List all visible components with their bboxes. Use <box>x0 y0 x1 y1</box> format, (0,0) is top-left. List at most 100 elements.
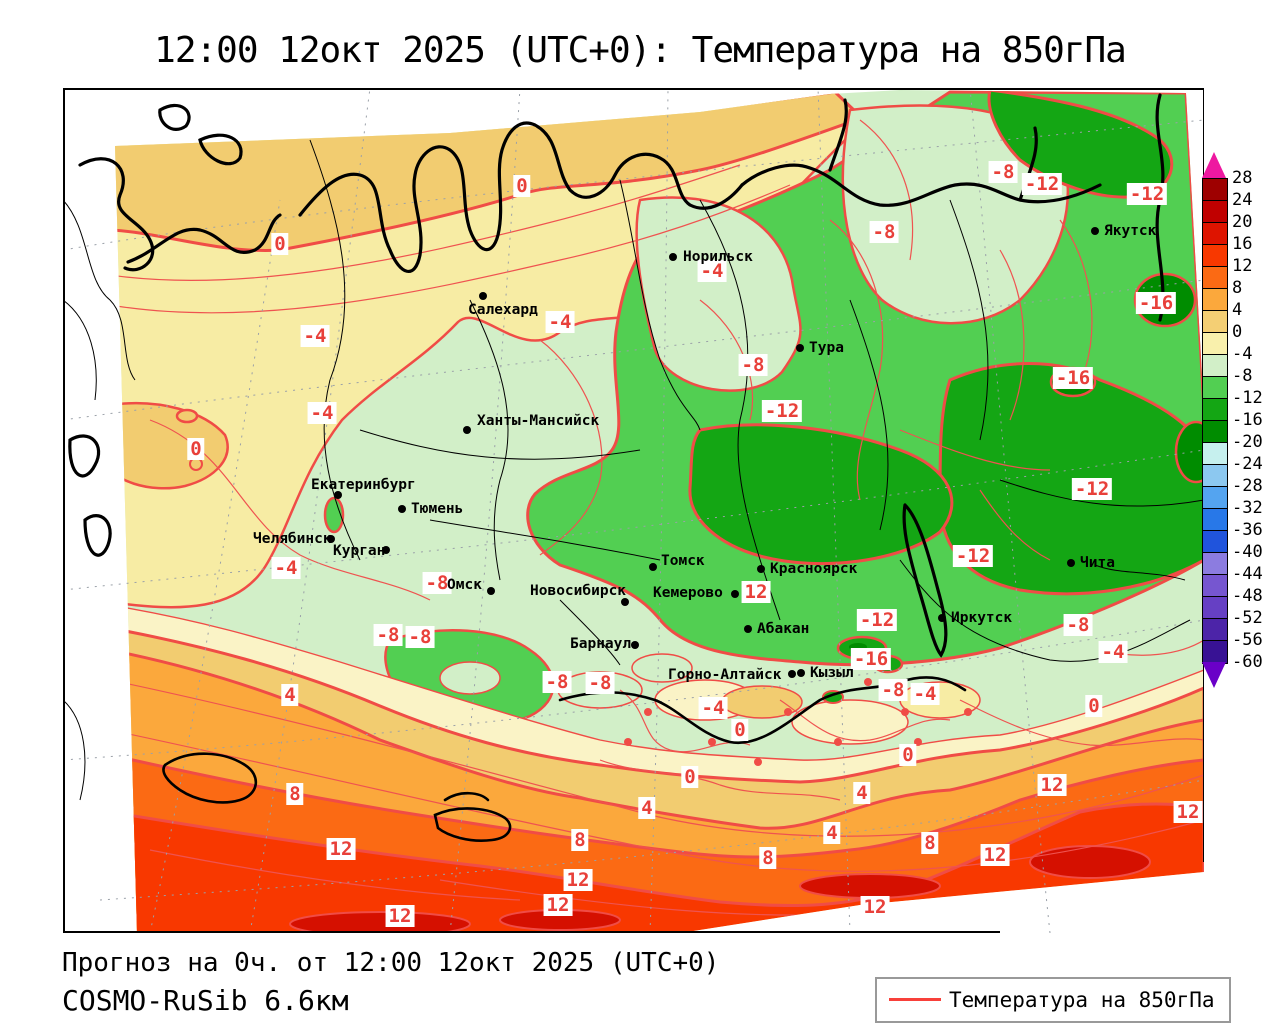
city-name: Томск <box>661 553 705 569</box>
contour-value-label: -8 <box>585 672 615 694</box>
city-name: Тюмень <box>411 501 464 517</box>
city-name: Тура <box>809 340 844 356</box>
city-dot <box>788 670 796 678</box>
contour-value-label: 0 <box>271 233 289 255</box>
contour-value-label: -16 <box>850 648 892 670</box>
colorbar-tick-label: 28 <box>1232 168 1253 188</box>
contour-value-label: 12 <box>860 896 890 918</box>
contour-value-label: -8 <box>738 354 768 376</box>
contour-value-label: -4 <box>698 697 728 719</box>
colorbar-band <box>1203 531 1227 553</box>
colorbar-band <box>1203 179 1227 201</box>
contour-value-label: 4 <box>638 797 656 819</box>
colorbar-tick-label: 8 <box>1232 278 1243 298</box>
colorbar-tick-label: -52 <box>1232 608 1263 628</box>
city-name: Новосибирск <box>530 583 627 599</box>
colorbar-tick-label: -20 <box>1232 432 1263 452</box>
city-dot <box>334 491 342 499</box>
colorbar-band <box>1203 597 1227 619</box>
city-dot <box>744 625 752 633</box>
colorbar-band <box>1203 245 1227 267</box>
city-dot <box>479 292 487 300</box>
contour-value-label: 0 <box>731 719 749 741</box>
colorbar-band <box>1203 377 1227 399</box>
city-dot <box>796 344 804 352</box>
city-name: Барнаул <box>570 636 632 652</box>
domain-cut <box>687 872 1204 933</box>
contour-value-label: -16 <box>1135 292 1177 314</box>
page-title: 12:00 12окт 2025 (UTC+0): Температура на… <box>154 30 1127 71</box>
colorbar-tick-label: -60 <box>1232 652 1263 672</box>
contour-value-label: 4 <box>823 822 841 844</box>
colorbar-band <box>1203 619 1227 641</box>
city-name: Салехард <box>468 302 538 318</box>
colorbar-tick-label: -8 <box>1232 366 1253 386</box>
city-dot <box>398 505 406 513</box>
contour-value-label: 0 <box>899 744 917 766</box>
legend-box: Температура на 850гПа <box>875 977 1231 1023</box>
contour-value-label: -8 <box>405 626 435 648</box>
contour-value-label: -12 <box>952 545 994 567</box>
colorbar-tick-label: 0 <box>1232 322 1243 342</box>
contour-value-label: -12 <box>1126 183 1168 205</box>
contour-value-label: -8 <box>1063 614 1093 636</box>
contour-value-label: 0 <box>513 175 531 197</box>
colorbar-tick-label: 20 <box>1232 212 1253 232</box>
contour-value-label: 12 <box>326 838 356 860</box>
contour-value-label: -8 <box>869 221 899 243</box>
contour-value-label: 12 <box>543 894 573 916</box>
city-name: Горно-Алтайск <box>668 667 782 683</box>
coastlines <box>68 93 1165 658</box>
city-name: Кемерово <box>653 585 723 601</box>
colorbar-band <box>1203 399 1227 421</box>
contour-value-label: 12 <box>563 869 593 891</box>
city-dot <box>1067 559 1075 567</box>
city-dot <box>463 426 471 434</box>
colorbar-tick-label: -36 <box>1232 520 1263 540</box>
city-name: Курган <box>333 543 386 559</box>
contour-value-label: -8 <box>878 679 908 701</box>
colorbar-tick-label: -48 <box>1232 586 1263 606</box>
forecast-valid-text: Прогноз на 0ч. от 12:00 12окт 2025 (UTC+… <box>62 948 720 978</box>
contour-value-label: -4 <box>545 311 575 333</box>
city-name: Кызыл <box>810 665 854 681</box>
map-frame <box>63 88 1204 933</box>
colorbar-tick-label: 4 <box>1232 300 1243 320</box>
contour-value-label: -16 <box>1052 367 1094 389</box>
contour-value-label: 0 <box>187 438 205 460</box>
contour-value-label: 4 <box>853 782 871 804</box>
thin-contours <box>115 119 1204 916</box>
city-dot <box>382 546 390 554</box>
contour-value-label: 8 <box>571 829 589 851</box>
contour-value-label: 0 <box>1085 695 1103 717</box>
contour-value-label: 8 <box>286 783 304 805</box>
city-dot <box>797 669 805 677</box>
city-dot <box>487 587 495 595</box>
legend-label: Температура на 850гПа <box>949 988 1215 1012</box>
contour-value-label: 12 <box>385 905 415 927</box>
city-name: Чита <box>1080 555 1115 571</box>
contour-value-label: -8 <box>373 624 403 646</box>
legend-line-sample <box>889 998 941 1001</box>
colorbar-tick-label: -56 <box>1232 630 1263 650</box>
temperature-colorbar <box>1202 178 1228 664</box>
contour-value-label: -12 <box>1021 173 1063 195</box>
contour-value-label: 8 <box>759 847 777 869</box>
colorbar-band <box>1203 509 1227 531</box>
colorbar-triangle-down <box>1202 662 1226 688</box>
contour-value-label: -4 <box>300 325 330 347</box>
colorbar-band <box>1203 465 1227 487</box>
region-west-tongue <box>115 401 229 490</box>
city-dot <box>649 563 657 571</box>
city-name: Абакан <box>757 621 810 637</box>
colorbar-tick-label: 16 <box>1232 234 1253 254</box>
colorbar-tick-label: -24 <box>1232 454 1263 474</box>
contour-value-label: -8 <box>988 161 1018 183</box>
contour-value-label: -12 <box>1071 478 1113 500</box>
contour-value-label: 12 <box>1037 774 1067 796</box>
colorbar-band <box>1203 421 1227 443</box>
city-name: Екатеринбург <box>311 477 416 493</box>
colorbar-tick-label: -16 <box>1232 410 1263 430</box>
